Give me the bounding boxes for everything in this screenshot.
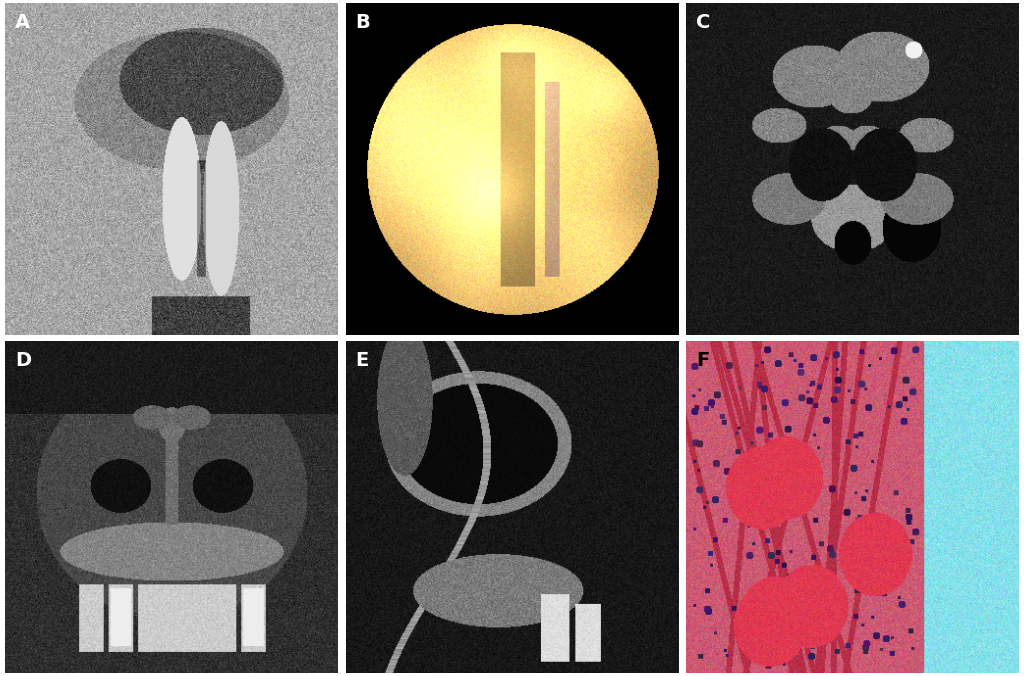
Text: F: F <box>696 351 710 370</box>
Text: E: E <box>355 351 369 370</box>
Text: A: A <box>15 14 31 32</box>
Text: C: C <box>696 14 711 32</box>
Text: D: D <box>15 351 31 370</box>
Text: B: B <box>355 14 371 32</box>
